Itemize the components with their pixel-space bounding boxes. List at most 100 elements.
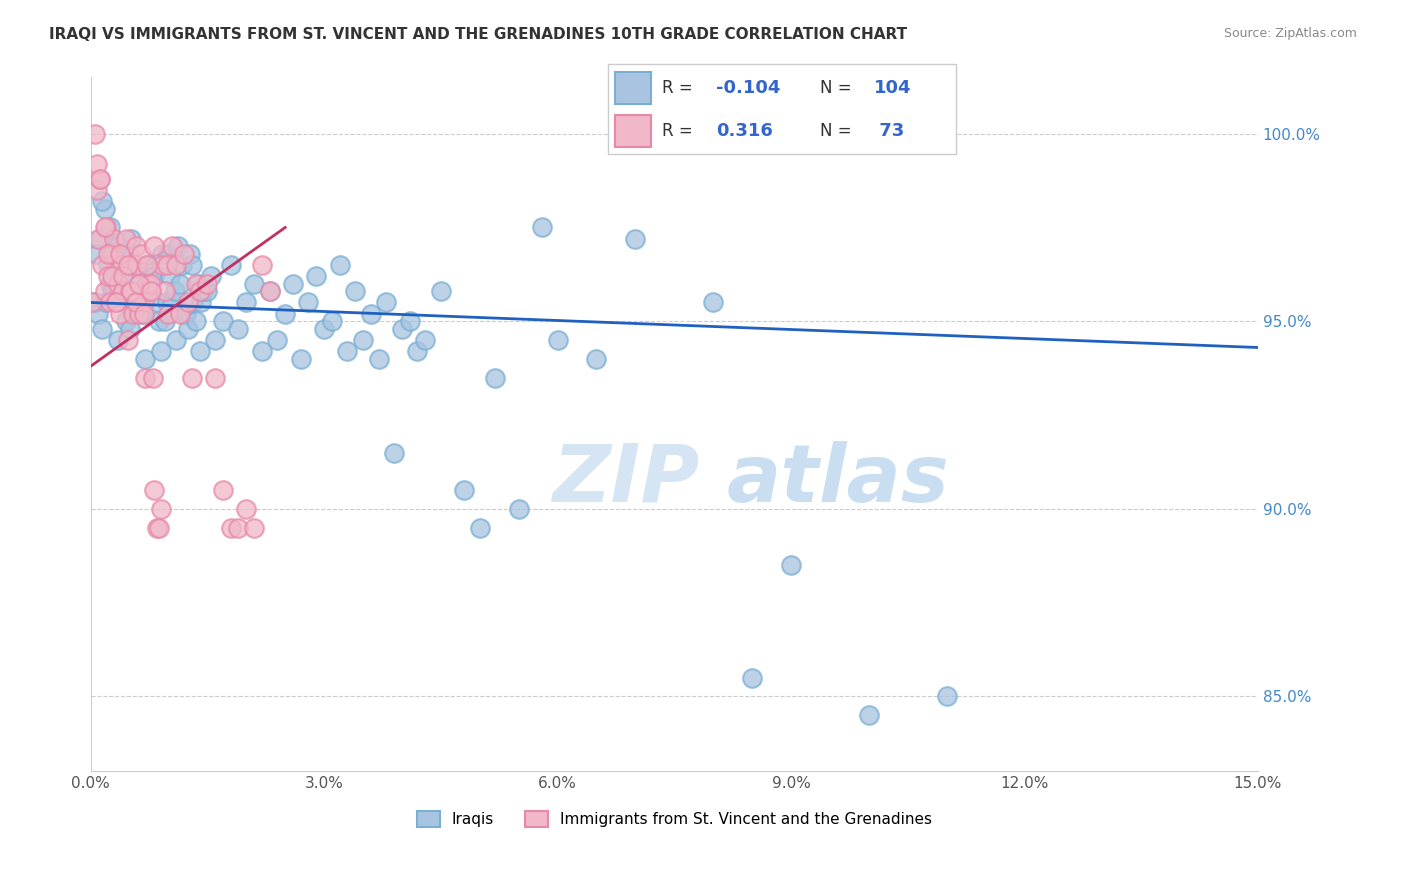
Point	[165, 333, 187, 347]
Point	[129, 307, 152, 321]
Point	[149, 344, 172, 359]
Point	[188, 285, 211, 299]
Point	[162, 239, 184, 253]
Point	[135, 258, 157, 272]
Point	[86, 246, 108, 260]
Point	[250, 344, 273, 359]
Point	[138, 285, 160, 299]
Point	[382, 445, 405, 459]
Point	[104, 295, 127, 310]
Point	[103, 232, 125, 246]
Point	[122, 307, 145, 321]
Point	[297, 295, 319, 310]
Point	[413, 333, 436, 347]
Point	[125, 295, 148, 310]
Point	[187, 277, 209, 291]
Point	[935, 690, 957, 704]
Point	[179, 246, 201, 260]
Point	[741, 671, 763, 685]
Point	[96, 220, 118, 235]
Text: N =: N =	[820, 122, 856, 140]
Point	[108, 269, 131, 284]
Point	[162, 295, 184, 310]
Point	[391, 322, 413, 336]
Point	[858, 708, 880, 723]
Point	[111, 258, 134, 272]
Text: IRAQI VS IMMIGRANTS FROM ST. VINCENT AND THE GRENADINES 10TH GRADE CORRELATION C: IRAQI VS IMMIGRANTS FROM ST. VINCENT AND…	[49, 27, 907, 42]
Point	[184, 314, 207, 328]
Point	[138, 285, 160, 299]
Point	[169, 307, 191, 321]
Text: R =: R =	[662, 122, 703, 140]
Text: -0.104: -0.104	[716, 78, 780, 96]
Point	[219, 520, 242, 534]
Point	[93, 220, 115, 235]
Point	[96, 295, 118, 310]
Point	[97, 269, 120, 284]
Point	[97, 258, 120, 272]
Point	[398, 314, 420, 328]
Text: 104: 104	[873, 78, 911, 96]
Point	[143, 239, 166, 253]
Point	[200, 269, 222, 284]
Point	[344, 285, 367, 299]
Point	[173, 246, 195, 260]
Point	[190, 295, 212, 310]
FancyBboxPatch shape	[616, 72, 651, 103]
Point	[624, 232, 647, 246]
Point	[142, 265, 165, 279]
Point	[141, 285, 163, 299]
Point	[87, 232, 110, 246]
Point	[259, 285, 281, 299]
Point	[82, 295, 104, 310]
Point	[184, 277, 207, 291]
Point	[118, 322, 141, 336]
Point	[367, 351, 389, 366]
Point	[266, 333, 288, 347]
Point	[122, 303, 145, 318]
Text: ZIP: ZIP	[551, 441, 699, 519]
Point	[188, 344, 211, 359]
Point	[142, 370, 165, 384]
Point	[530, 220, 553, 235]
Point	[243, 277, 266, 291]
Point	[104, 239, 127, 253]
Point	[180, 258, 202, 272]
Point	[174, 307, 197, 321]
Text: 73: 73	[873, 122, 904, 140]
Point	[128, 277, 150, 291]
Point	[235, 501, 257, 516]
Point	[98, 295, 121, 310]
Point	[281, 277, 304, 291]
Point	[117, 258, 139, 272]
Point	[406, 344, 429, 359]
Legend: Iraqis, Immigrants from St. Vincent and the Grenadines: Iraqis, Immigrants from St. Vincent and …	[411, 805, 938, 833]
Point	[453, 483, 475, 497]
Point	[228, 322, 250, 336]
Point	[86, 157, 108, 171]
Point	[89, 171, 111, 186]
Point	[141, 277, 163, 291]
Point	[172, 258, 194, 272]
Point	[195, 277, 218, 291]
Point	[128, 277, 150, 291]
Point	[157, 307, 180, 321]
Point	[702, 295, 724, 310]
Point	[104, 295, 127, 310]
Point	[125, 295, 148, 310]
Point	[352, 333, 374, 347]
Text: N =: N =	[820, 78, 856, 96]
Point	[101, 285, 124, 299]
Point	[91, 194, 114, 209]
Point	[228, 520, 250, 534]
Point	[336, 344, 359, 359]
Point	[508, 501, 530, 516]
Point	[312, 322, 335, 336]
Point	[321, 314, 343, 328]
Point	[91, 322, 114, 336]
Point	[148, 520, 170, 534]
Point	[193, 285, 215, 299]
Point	[547, 333, 569, 347]
Point	[360, 307, 382, 321]
Point	[177, 295, 200, 310]
